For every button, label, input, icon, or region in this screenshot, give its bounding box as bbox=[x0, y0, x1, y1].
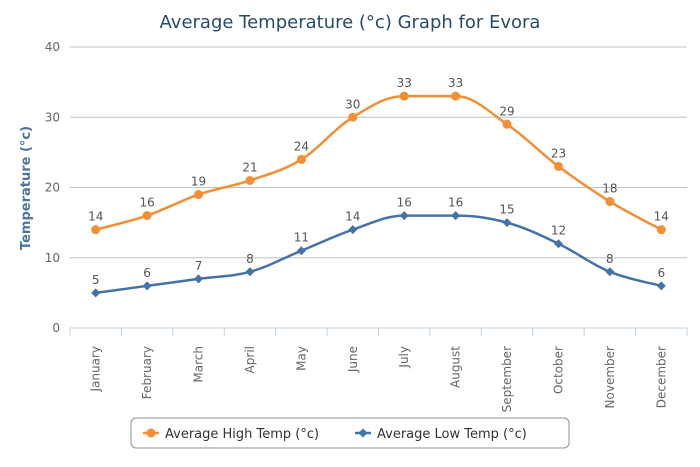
legend-marker bbox=[146, 428, 156, 438]
y-axis-title: Temperature (°c) bbox=[19, 126, 34, 250]
data-label: 11 bbox=[294, 231, 309, 245]
data-label: 24 bbox=[294, 139, 309, 153]
data-point[interactable] bbox=[296, 246, 306, 256]
y-tick-label: 20 bbox=[45, 181, 60, 195]
data-label: 8 bbox=[606, 252, 614, 266]
data-label: 8 bbox=[246, 252, 254, 266]
data-point[interactable] bbox=[605, 267, 615, 277]
data-label: 23 bbox=[551, 146, 566, 160]
data-label: 14 bbox=[345, 210, 360, 224]
grid-lines bbox=[70, 46, 687, 329]
x-tick-label: February bbox=[140, 346, 154, 399]
data-label: 15 bbox=[499, 203, 514, 217]
data-point[interactable] bbox=[399, 211, 409, 221]
data-point[interactable] bbox=[451, 91, 461, 101]
series-high: 14 16 19 21 24 30 33 33 29 23 18 14 bbox=[88, 76, 669, 235]
data-label: 33 bbox=[397, 76, 412, 90]
data-point[interactable] bbox=[451, 211, 461, 221]
y-tick-label: 40 bbox=[45, 40, 60, 54]
series-group: 14 16 19 21 24 30 33 33 29 23 18 14 5 6 7 8 11 14 16 16 15 12… bbox=[88, 76, 669, 298]
data-point[interactable] bbox=[194, 190, 204, 200]
data-point[interactable] bbox=[553, 161, 563, 171]
data-label: 21 bbox=[242, 160, 257, 174]
data-label: 16 bbox=[139, 196, 154, 210]
chart-title: Average Temperature (°c) Graph for Evora bbox=[160, 12, 541, 33]
legend-box bbox=[130, 417, 570, 449]
data-label: 16 bbox=[397, 196, 412, 210]
data-point[interactable] bbox=[399, 91, 409, 101]
data-label: 6 bbox=[143, 266, 151, 280]
data-label: 29 bbox=[499, 104, 514, 118]
x-tick-label: September bbox=[500, 346, 514, 412]
series-line bbox=[95, 94, 662, 231]
data-point[interactable] bbox=[656, 281, 666, 291]
data-point[interactable] bbox=[142, 281, 152, 291]
x-tick-label: May bbox=[294, 346, 308, 371]
data-point[interactable] bbox=[553, 239, 563, 249]
data-label: 14 bbox=[654, 210, 669, 224]
data-point[interactable] bbox=[245, 175, 255, 185]
legend-label[interactable]: Average High Temp (°c) bbox=[165, 427, 319, 442]
data-label: 12 bbox=[551, 224, 566, 238]
data-point[interactable] bbox=[348, 225, 358, 235]
legend[interactable]: Average High Temp (°c) Average Low Temp (… bbox=[130, 417, 570, 449]
x-tick-label: January bbox=[89, 346, 103, 393]
series-line bbox=[95, 214, 662, 295]
data-point[interactable] bbox=[142, 211, 152, 221]
legend-label[interactable]: Average Low Temp (°c) bbox=[377, 427, 527, 442]
data-point[interactable] bbox=[194, 274, 204, 284]
data-label: 7 bbox=[195, 259, 203, 273]
y-axis-ticks: 0 10 20 30 40 bbox=[45, 40, 60, 335]
x-tick-label: November bbox=[603, 346, 617, 408]
x-tick-label: March bbox=[192, 346, 206, 383]
x-tick-label: June bbox=[346, 346, 360, 373]
data-label: 16 bbox=[448, 196, 463, 210]
y-tick-label: 30 bbox=[45, 110, 60, 124]
y-tick-label: 10 bbox=[45, 251, 60, 265]
data-label: 14 bbox=[88, 210, 103, 224]
data-point[interactable] bbox=[296, 154, 306, 164]
data-label: 19 bbox=[191, 175, 206, 189]
data-point[interactable] bbox=[91, 288, 101, 298]
data-label: 6 bbox=[657, 266, 665, 280]
data-label: 30 bbox=[345, 97, 360, 111]
x-tick-label: July bbox=[397, 346, 411, 369]
data-point[interactable] bbox=[605, 197, 615, 207]
data-point[interactable] bbox=[502, 218, 512, 228]
data-label: 33 bbox=[448, 76, 463, 90]
legend-marker bbox=[358, 428, 368, 438]
x-tick-label: December bbox=[654, 346, 668, 408]
data-point[interactable] bbox=[348, 112, 358, 122]
data-point[interactable] bbox=[502, 119, 512, 129]
x-tick-label: October bbox=[551, 346, 565, 394]
x-axis: January February March April May June July Augu… bbox=[69, 327, 688, 412]
data-label: 5 bbox=[92, 273, 100, 287]
x-tick-label: August bbox=[449, 346, 463, 388]
y-tick-label: 0 bbox=[52, 321, 60, 335]
data-label: 18 bbox=[602, 182, 617, 196]
data-point[interactable] bbox=[91, 225, 101, 235]
x-tick-label: April bbox=[243, 346, 257, 373]
series-low: 5 6 7 8 11 14 16 16 15 12 8 6 bbox=[91, 196, 666, 298]
data-point[interactable] bbox=[656, 225, 666, 235]
data-point[interactable] bbox=[245, 267, 255, 277]
